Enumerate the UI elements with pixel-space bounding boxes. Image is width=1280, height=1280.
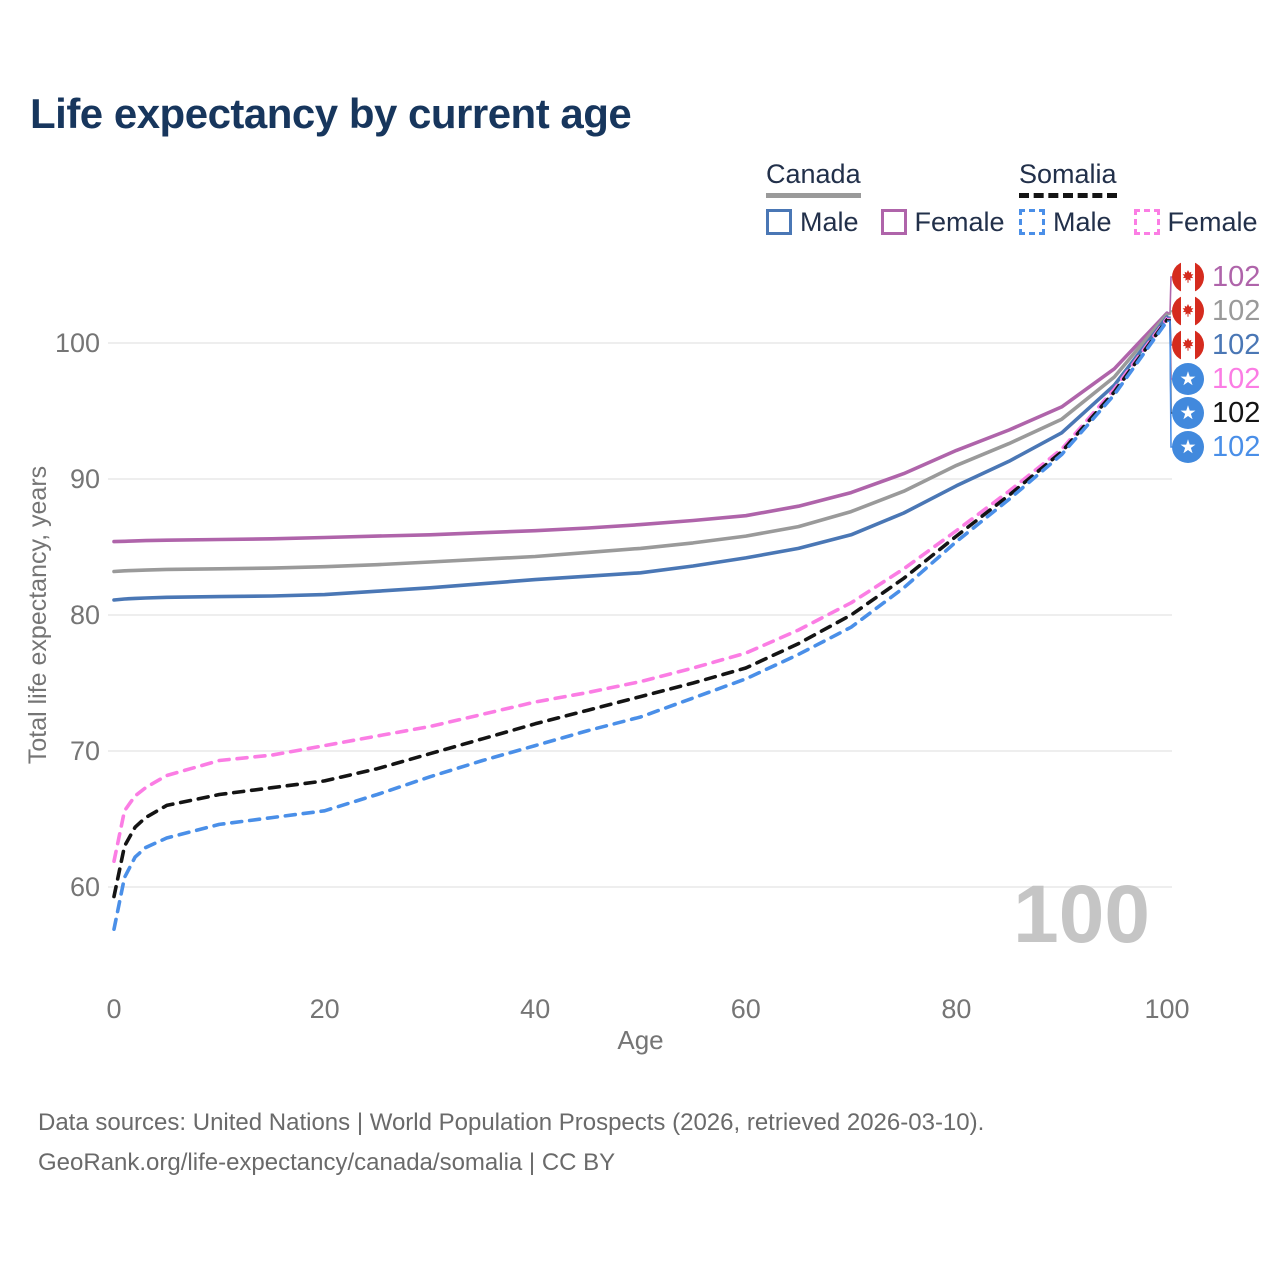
legend-item-canada-female[interactable]: Female: [880, 206, 1005, 238]
legend-item-somalia-female[interactable]: Female: [1133, 206, 1258, 238]
x-tick-label: 40: [520, 994, 550, 1024]
source-url-line: GeoRank.org/life-expectancy/canada/somal…: [38, 1149, 616, 1176]
end-value-somalia-female: 102: [1212, 362, 1261, 395]
somalia-female-label: Female: [1167, 206, 1258, 237]
end-value-somalia-male: 102: [1212, 430, 1261, 463]
end-label-somalia-all: 102: [1172, 396, 1260, 430]
canada-female-swatch-icon[interactable]: [880, 209, 907, 236]
age-counter-watermark: 100: [1013, 869, 1150, 960]
legend-item-canada-male[interactable]: Male: [766, 207, 859, 238]
end-label-canada-female: 102: [1172, 260, 1260, 294]
x-tick-label: 100: [1144, 994, 1189, 1024]
end-value-somalia-all: 102: [1212, 396, 1261, 429]
series-line-somalia-male: [112, 319, 1169, 932]
somalia-flag-icon: [1172, 397, 1204, 429]
y-tick-label: 70: [70, 736, 100, 766]
attribution-footer: Data sources: United Nations | World Pop…: [38, 1103, 984, 1183]
series-line-canada-female: [112, 311, 1169, 544]
end-label-canada-male: 102: [1172, 328, 1260, 362]
end-label-somalia-male: 102: [1172, 430, 1260, 464]
x-tick-label: 80: [941, 994, 971, 1024]
series-end-labels: 102 102 102 102 102 102: [1172, 260, 1260, 464]
legend-group-canada: Canada Male Female: [766, 159, 1005, 238]
x-tick-label: 20: [310, 994, 340, 1024]
y-tick-label: 60: [70, 872, 100, 902]
page-title: Life expectancy by current age: [30, 90, 632, 137]
x-axis-title: Age: [617, 1025, 663, 1055]
canada-flag-icon: [1172, 329, 1204, 361]
y-tick-label: 100: [55, 328, 100, 358]
canada-male-swatch-icon[interactable]: [766, 209, 792, 236]
legend-canada-items: Male Female: [766, 207, 1005, 238]
canada-male-label: Male: [800, 206, 859, 237]
somalia-flag-icon: [1172, 431, 1204, 463]
data-sources-line: Data sources: United Nations | World Pop…: [38, 1109, 985, 1136]
legend-group-somalia: Somalia Male Female: [1019, 159, 1258, 238]
legend-item-somalia-male[interactable]: Male: [1019, 207, 1112, 238]
y-tick-label: 90: [70, 464, 100, 494]
canada-flag-icon: [1172, 261, 1204, 293]
series-line-somalia-female: [112, 316, 1169, 864]
x-tick-label: 0: [106, 994, 121, 1024]
end-value-canada-male: 102: [1212, 328, 1261, 361]
end-label-somalia-female: 102: [1172, 362, 1260, 396]
somalia-male-label: Male: [1053, 206, 1112, 237]
end-label-canada-all: 102: [1172, 294, 1260, 328]
somalia-flag-icon: [1172, 363, 1204, 395]
somalia-male-swatch-icon[interactable]: [1019, 209, 1045, 236]
legend-canada-title: Canada: [766, 159, 861, 198]
legend-somalia-items: Male Female: [1019, 207, 1258, 238]
y-tick-label: 80: [70, 600, 100, 630]
x-tick-label: 60: [731, 994, 761, 1024]
series-line-canada-both-sexes: [112, 312, 1169, 574]
end-value-canada-female: 102: [1212, 260, 1261, 293]
somalia-female-swatch-icon[interactable]: [1133, 209, 1160, 236]
series-line-canada-male: [112, 315, 1169, 602]
canada-flag-icon: [1172, 295, 1204, 327]
end-value-canada-all: 102: [1212, 294, 1261, 327]
canada-female-label: Female: [914, 206, 1005, 237]
y-axis-title: Total life expectancy, years: [24, 466, 52, 764]
series-line-somalia-both-sexes: [112, 318, 1169, 899]
legend-somalia-title: Somalia: [1019, 159, 1117, 198]
